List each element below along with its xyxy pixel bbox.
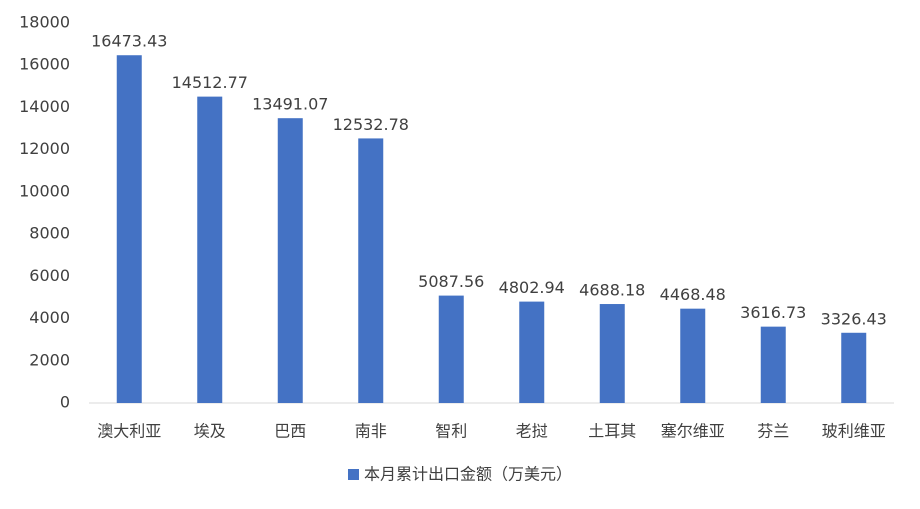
x-tick-label: 老挝	[516, 422, 548, 441]
value-label: 14512.77	[172, 73, 248, 92]
bar	[116, 55, 142, 403]
value-label: 3326.43	[821, 309, 887, 328]
value-label: 3616.73	[740, 303, 806, 322]
bar	[438, 295, 464, 403]
bar	[599, 304, 625, 403]
value-label: 12532.78	[333, 115, 409, 134]
value-label: 4688.18	[579, 281, 645, 300]
value-label: 16473.43	[91, 32, 167, 51]
x-tick-label: 巴西	[274, 422, 306, 441]
bar	[680, 308, 706, 403]
bar	[760, 326, 786, 403]
value-label: 4468.48	[660, 285, 726, 304]
y-tick-label: 0	[60, 393, 70, 412]
value-label: 13491.07	[252, 95, 328, 114]
y-tick-label: 2000	[29, 350, 70, 369]
value-label: 5087.56	[418, 272, 484, 291]
x-tick-label: 土耳其	[588, 422, 636, 441]
y-tick-label: 14000	[19, 97, 70, 116]
x-tick-label: 澳大利亚	[97, 422, 161, 441]
y-tick-label: 12000	[19, 139, 70, 158]
x-tick-label: 芬兰	[757, 422, 789, 441]
bar	[277, 118, 303, 403]
bar	[197, 96, 223, 404]
legend-swatch	[347, 469, 359, 480]
bar	[841, 332, 867, 403]
y-tick-label: 6000	[29, 266, 70, 285]
y-tick-label: 18000	[19, 13, 70, 32]
legend-label: 本月累计出口金额（万美元）	[364, 465, 572, 484]
x-tick-label: 塞尔维亚	[661, 422, 725, 441]
bar	[358, 138, 384, 404]
y-tick-label: 16000	[19, 55, 70, 74]
x-tick-label: 玻利维亚	[822, 422, 886, 441]
x-tick-label: 埃及	[194, 422, 226, 441]
bar	[519, 301, 545, 403]
y-tick-label: 10000	[19, 181, 70, 200]
y-tick-label: 8000	[29, 224, 70, 243]
value-label: 4802.94	[499, 278, 565, 297]
y-tick-label: 4000	[29, 308, 70, 327]
x-tick-label: 智利	[435, 422, 467, 441]
x-tick-label: 南非	[355, 422, 387, 441]
